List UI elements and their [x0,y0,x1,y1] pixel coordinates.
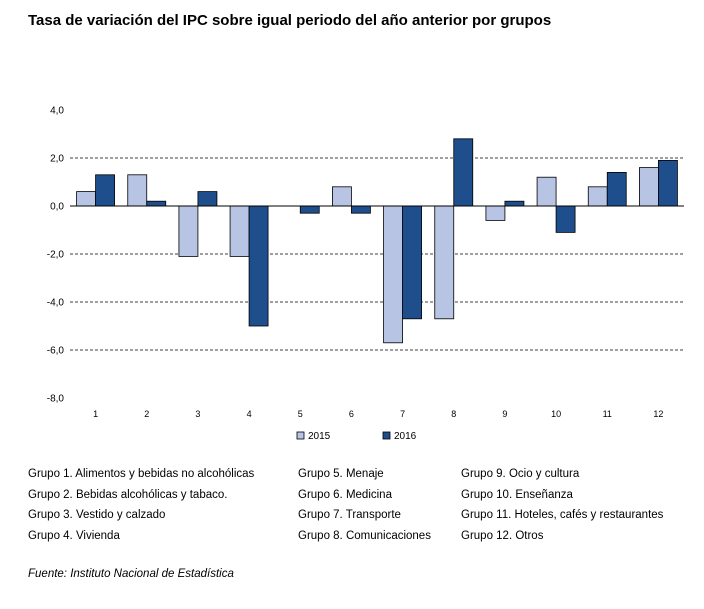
x-tick-label: 8 [451,409,456,419]
bar-2016 [555,205,576,233]
bar-2015 [485,205,506,221]
legend-label: 2015 [308,431,331,442]
x-tick-label: 4 [247,409,252,419]
y-tick-label: -6,0 [47,346,65,357]
bar-2015 [639,167,659,207]
group-key-column-3: Grupo 9. Ocio y cultura Grupo 10. Enseña… [461,464,663,546]
bar-2015 [127,174,148,207]
bar-2016 [453,138,474,207]
x-tick-label: 11 [603,409,612,419]
bar-chart: 4,02,00,0-2,0-4,0-6,0-8,01 2 3 4 5 6 7 8 9 10 11 12… [47,106,684,442]
x-tick-label: 5 [298,409,303,419]
bar-2015 [536,176,557,207]
x-tick-label: 12 [653,409,663,419]
bar-2016 [504,200,525,207]
x-tick-label: 3 [195,409,200,419]
bar-2015 [178,205,199,257]
group-key-item: Grupo 2. Bebidas alcohólicas y tabaco. [28,488,228,501]
y-tick-label: 2,0 [50,154,64,165]
legend-label: 2016 [394,431,417,442]
x-tick-label: 2 [144,409,149,419]
group-key-item: Grupo 9. Ocio y cultura [461,468,580,480]
legend-swatch-2016 [382,431,391,440]
group-key-item: Grupo 1. Alimentos y bebidas no alcohóli… [28,468,255,480]
group-key-item: Grupo 6. Medicina [298,488,392,501]
bar-2016 [658,159,678,207]
group-key-column-1: Grupo 1. Alimentos y bebidas no alcohóli… [28,464,254,546]
bar-2016 [248,205,269,327]
y-tick-label: -4,0 [47,298,65,309]
bar-2016 [197,191,218,207]
group-key-item: Grupo 8. Comunicaciones [298,529,431,542]
bar-2015 [229,205,250,257]
group-key-item: Grupo 12. Otros [461,529,544,542]
group-key-item: Grupo 7. Transporte [298,509,401,521]
bar-2016 [606,171,627,207]
source-note: Fuente: Instituto Nacional de Estadístic… [28,568,234,580]
bar-2015 [383,205,403,344]
x-tick-label: 7 [400,409,405,419]
y-tick-label: 0,0 [50,202,64,213]
group-key-column-2: Grupo 5. Menaje Grupo 6. Medicina Grupo … [298,464,431,546]
y-tick-label: -8,0 [47,394,65,405]
bar-2015 [76,191,96,207]
group-key-item: Grupo 10. Enseñanza [461,488,573,501]
y-tick-label: 4,0 [50,106,64,117]
x-tick-label: 9 [502,409,507,419]
bar-2016 [351,205,371,214]
group-key-item: Grupo 3. Vestido y calzado [28,509,166,521]
chart-title: Tasa de variación del IPC sobre igual pe… [28,12,552,29]
bar-2015 [434,205,455,320]
x-tick-label: 1 [93,409,98,419]
group-key-item: Grupo 11. Hoteles, cafés y restaurantes [461,509,664,521]
bar-2015 [332,186,352,207]
bar-2015 [587,186,608,207]
y-tick-label: -2,0 [47,250,65,261]
x-tick-label: 6 [349,409,354,419]
bar-2016 [402,205,422,320]
bar-2016 [146,200,167,207]
bar-2016 [299,205,320,214]
bar-2016 [95,174,115,207]
group-key-item: Grupo 4. Vivienda [28,529,120,542]
x-tick-label: 10 [551,409,561,419]
group-key-item: Grupo 5. Menaje [298,468,384,480]
legend-swatch-2015 [296,431,305,440]
